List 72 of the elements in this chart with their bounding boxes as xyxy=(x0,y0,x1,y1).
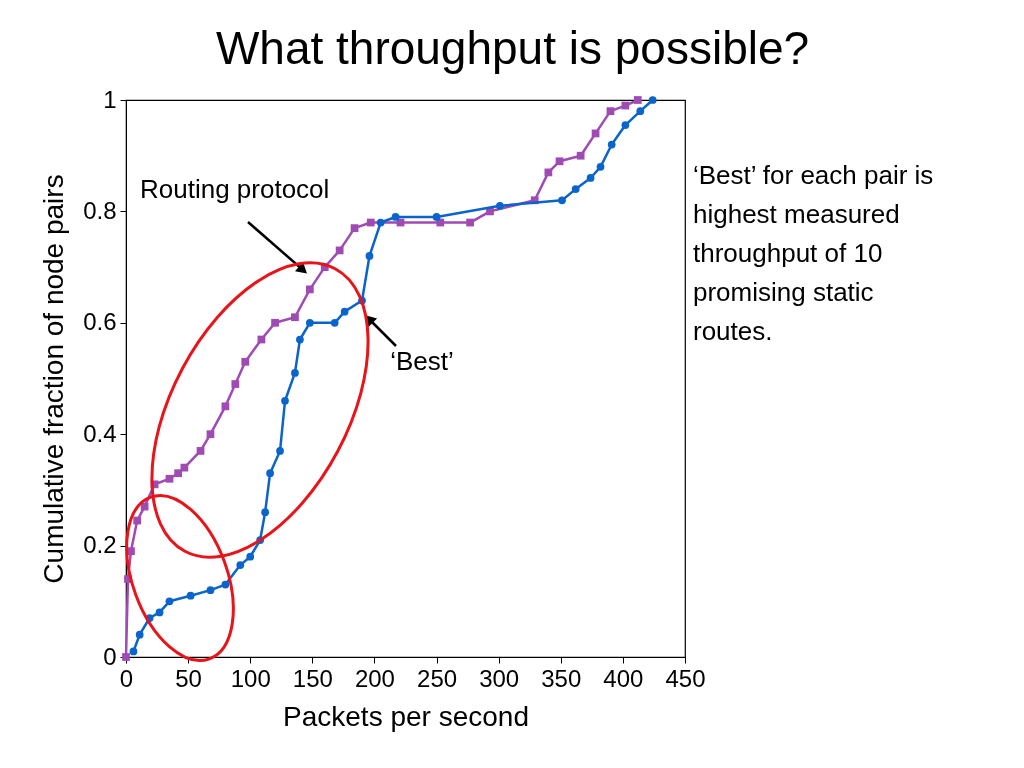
point xyxy=(296,335,304,344)
series-label: Routing protocol xyxy=(140,174,330,204)
point xyxy=(135,630,144,639)
point xyxy=(366,218,375,227)
point xyxy=(246,552,255,561)
point xyxy=(558,196,566,205)
x-axis-title: Packets per second xyxy=(283,700,529,732)
point xyxy=(221,402,230,411)
x-tick-label: 450 xyxy=(665,664,706,692)
point xyxy=(165,474,174,483)
point xyxy=(365,252,374,260)
point xyxy=(206,586,215,595)
point xyxy=(391,213,400,221)
point xyxy=(231,380,240,388)
point xyxy=(636,107,645,116)
point xyxy=(555,157,564,166)
x-tick-label: 350 xyxy=(541,664,582,692)
point xyxy=(544,168,553,177)
point xyxy=(571,185,580,193)
y-tick-label: 0.2 xyxy=(83,531,117,559)
point xyxy=(607,140,616,149)
point xyxy=(596,162,605,171)
point xyxy=(621,121,630,129)
text: ‘Best’ for each pair is highest measured throughput of 10 promising static routes. xyxy=(693,160,934,346)
point xyxy=(350,224,359,232)
point xyxy=(129,647,138,656)
series-label: ‘Best’ xyxy=(390,346,454,376)
point xyxy=(276,447,284,455)
point xyxy=(305,285,314,294)
point xyxy=(261,508,269,517)
point xyxy=(291,313,299,322)
y-axis-title: Cumulative fraction of node pairs xyxy=(38,174,70,584)
point xyxy=(633,96,642,104)
point xyxy=(648,96,657,104)
x-tick-label: 100 xyxy=(230,664,271,692)
point xyxy=(576,151,585,160)
chart-title: What throughput is possible? xyxy=(215,22,810,74)
point xyxy=(155,608,164,617)
x-tick-label: 50 xyxy=(175,664,202,692)
x-tick-label: 300 xyxy=(479,664,520,692)
point xyxy=(165,597,174,606)
x-tick-label: 200 xyxy=(354,664,395,692)
point xyxy=(271,318,279,327)
point xyxy=(586,174,595,182)
point xyxy=(281,396,289,405)
point xyxy=(236,561,245,569)
point xyxy=(330,318,339,327)
point xyxy=(133,516,142,525)
point xyxy=(340,307,349,316)
y-tick-label: 0.4 xyxy=(83,419,117,447)
point xyxy=(496,201,504,210)
point xyxy=(466,218,474,227)
point xyxy=(174,469,183,478)
y-tick-label: 0 xyxy=(103,642,117,670)
x-tick-label: 150 xyxy=(292,664,333,692)
y-tick-label: 0.8 xyxy=(83,196,117,224)
point xyxy=(432,213,441,221)
point xyxy=(305,318,314,327)
point xyxy=(221,580,230,589)
x-tick-label: 250 xyxy=(417,664,458,692)
x-tick-label: 400 xyxy=(603,664,644,692)
y-tick-label: 1 xyxy=(103,85,117,113)
point xyxy=(376,218,385,227)
point xyxy=(291,369,299,377)
point xyxy=(186,591,195,600)
point xyxy=(335,246,344,255)
point xyxy=(606,107,615,116)
point xyxy=(196,447,205,455)
y-tick-label: 0.6 xyxy=(83,308,117,336)
point xyxy=(206,430,215,439)
point xyxy=(266,469,274,478)
point xyxy=(241,357,250,366)
